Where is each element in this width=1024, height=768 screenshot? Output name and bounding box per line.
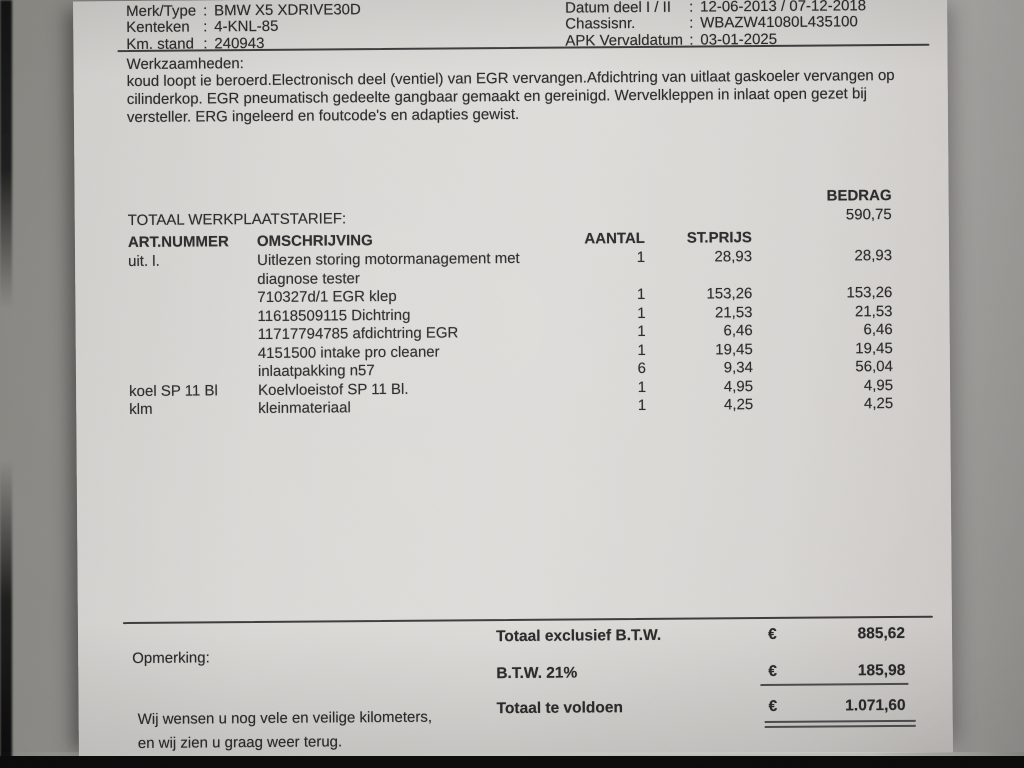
invoice-document: Merk/Type : BMW X5 XDRIVE30D Kenteken : …: [73, 0, 953, 760]
cell-qty: 1: [637, 341, 646, 359]
cell-qty: 6: [637, 359, 647, 378]
colon: :: [203, 18, 208, 36]
btw-underline: [760, 682, 909, 687]
chassisnr-label: Chassisnr.: [565, 15, 636, 33]
workshop-rate-label: TOTAAL WERKPLAATSTARIEF:: [127, 210, 347, 230]
kenteken-value: 4-KNL-85: [214, 18, 279, 36]
kenteken-label: Kenteken: [126, 18, 190, 37]
merk-type-value: BMW X5 XDRIVE30D: [214, 1, 361, 20]
colon: :: [203, 2, 208, 20]
cell-price: 21,53: [714, 303, 753, 321]
screen-bezel-bottom: [0, 756, 1024, 768]
closing-message: Wij wensen u nog vele en veilige kilomet…: [137, 708, 433, 752]
cell-art: uit. l.: [128, 252, 160, 271]
cell-amount: 153,26: [846, 284, 893, 302]
art-nummer-column-header: ART.NUMMER: [127, 233, 229, 252]
cell-price: 28,93: [714, 248, 753, 266]
cell-art: klm: [129, 400, 153, 419]
bedrag-column-header: BEDRAG: [826, 187, 892, 205]
workshop-rate-amount: 590,75: [845, 206, 892, 224]
chassisnr-value: WBAZW41080L435100: [700, 13, 858, 32]
totals-divider: [122, 615, 933, 625]
screen-edge-left: [0, 0, 12, 768]
total-excl-btw-amount: 885,62: [857, 624, 906, 643]
cell-qty: 1: [636, 285, 646, 304]
cell-amount: 56,04: [855, 358, 893, 376]
cell-amount: 4,95: [863, 376, 894, 394]
vehicle-info-right: Datum deel I / II : 12-06-2013 / 07-12-2…: [565, 0, 866, 49]
cell-amount: 4,25: [863, 395, 894, 413]
omschrijving-column-header: OMSCHRIJVING: [256, 232, 373, 251]
cell-price: 153,26: [706, 285, 753, 303]
colon: :: [689, 0, 694, 16]
werkzaamheden-title: Werkzaamheden:: [126, 55, 244, 74]
vehicle-row: Chassisnr. : WBAZW41080L435100: [565, 13, 866, 34]
cell-art: koel SP 11 Bl: [129, 381, 218, 400]
cell-qty: 1: [637, 396, 647, 415]
cell-price: 4,25: [723, 396, 754, 414]
screen-edge-bottom-highlight: [0, 752, 1024, 757]
total-due-amount: 1.071,60: [845, 696, 906, 715]
cell-price: 4,95: [723, 377, 754, 395]
cell-price: 9,34: [723, 359, 754, 377]
cell-amount: 21,53: [854, 302, 893, 320]
st-prijs-column-header: ST.PRIJS: [686, 229, 752, 247]
total-due-label: Totaal te voldoen: [496, 699, 623, 718]
vehicle-info-left: Merk/Type : BMW X5 XDRIVE30D Kenteken : …: [126, 1, 361, 53]
cell-qty: 1: [637, 304, 646, 322]
colon: :: [689, 14, 694, 32]
cell-amount: 28,93: [854, 247, 893, 265]
cell-amount: 19,45: [855, 339, 893, 357]
aantal-column-header: AANTAL: [584, 229, 645, 248]
cell-price: 6,46: [723, 322, 753, 340]
total-due-double-underline: [764, 719, 916, 729]
invoice-line-items: uit. l. Uitlezen storing motormanagement…: [75, 247, 950, 420]
cell-price: 19,45: [715, 340, 753, 358]
cell-amount: 6,46: [863, 321, 893, 339]
btw-amount: 185,98: [857, 661, 906, 680]
vehicle-row: Kenteken : 4-KNL-85: [126, 18, 361, 36]
cell-qty: 1: [637, 378, 647, 396]
cell-qty: 1: [637, 322, 646, 341]
merk-type-label: Merk/Type: [126, 2, 197, 21]
cell-qty: 1: [636, 248, 646, 267]
total-excl-btw-label: Totaal exclusief B.T.W.: [495, 626, 662, 646]
werkzaamheden-description: koud loopt ie beroerd.Electronisch deel …: [126, 66, 895, 127]
btw-label: B.T.W. 21%: [496, 664, 578, 683]
datum-deel-label: Datum deel I / II: [565, 0, 672, 17]
remark-label: Opmerking:: [132, 649, 210, 667]
